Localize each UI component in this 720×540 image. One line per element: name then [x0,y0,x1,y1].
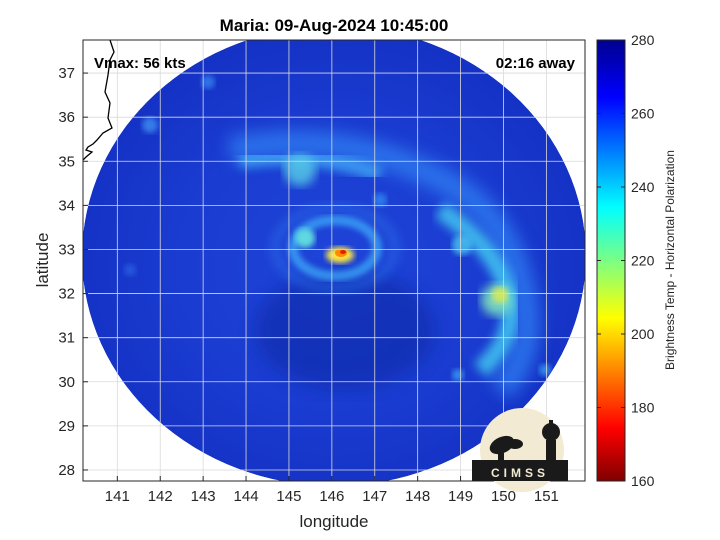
y-tick-label: 33 [58,241,75,258]
map-title: Maria: 09-Aug-2024 10:45:00 [220,16,449,35]
y-tick-label: 36 [58,109,75,126]
y-tick-label: 31 [58,330,75,347]
colorbar-tick-label: 200 [631,326,655,342]
cimss-logo-text: CIMSS [491,466,549,480]
y-tick-label: 28 [58,462,75,479]
colorbar [596,39,626,482]
colorbar-tick-label: 280 [631,32,655,48]
y-tick-label: 29 [58,418,75,435]
vmax-annotation: Vmax: 56 kts [94,55,186,72]
y-tick-label: 32 [58,286,75,303]
time-away-annotation: 02:16 away [496,55,576,72]
x-tick-label: 148 [405,488,430,505]
y-tick-label: 34 [58,197,75,214]
y-axis-label: latitude [33,233,52,288]
axes-box [82,39,586,482]
colorbar-label: Brightness Temp - Horizontal Polarizatio… [663,150,677,370]
y-axis-ticks: 37 36 35 34 33 32 31 30 29 28 [58,65,88,479]
x-tick-label: 143 [191,488,216,505]
x-tick-label: 142 [148,488,173,505]
x-tick-label: 144 [234,488,259,505]
colorbar-tick-label: 160 [631,473,655,489]
x-tick-label: 141 [105,488,130,505]
y-tick-label: 30 [58,374,75,391]
x-axis-label: longitude [299,512,368,531]
cimss-logo: CIMSS [472,408,568,492]
colorbar-tick-label: 260 [631,106,655,122]
y-tick-label: 37 [58,65,75,82]
colorbar-tick-label: 180 [631,400,655,416]
coastline [82,39,115,161]
x-tick-label: 146 [319,488,344,505]
colorbar-tick-label: 240 [631,179,655,195]
x-tick-label: 147 [362,488,387,505]
swath [83,40,585,481]
colorbar-ticks: 280 260 240 220 200 180 160 [597,32,655,489]
y-tick-label: 35 [58,153,75,170]
x-tick-label: 151 [534,488,559,505]
x-tick-label: 149 [448,488,473,505]
x-tick-label: 145 [276,488,301,505]
x-axis-ticks: 141 142 143 144 145 146 147 148 149 150 151 [105,476,559,505]
x-tick-label: 150 [491,488,516,505]
colorbar-tick-label: 220 [631,253,655,269]
